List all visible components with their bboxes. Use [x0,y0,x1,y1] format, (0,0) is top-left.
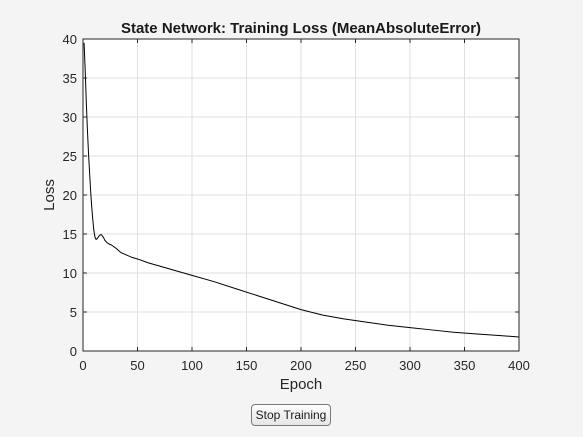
y-tick-label: 30 [63,110,77,125]
tick-labels: 0 50 100 150 200 250 300 350 400 0 5 10 15 20 25 30 35 40 [63,32,530,373]
x-tick-label: 200 [290,358,312,373]
x-tick-label: 150 [236,358,258,373]
loss-line [83,42,520,338]
x-tick-label: 300 [399,358,421,373]
y-tick-label: 15 [63,227,77,242]
y-tick-label: 10 [63,266,77,281]
y-axis-title: Loss [41,179,58,211]
x-tick-label: 350 [454,358,476,373]
chart-title: State Network: Training Loss (MeanAbsolu… [121,20,481,37]
x-tick-label: 400 [508,358,530,373]
y-tick-label: 40 [63,32,77,47]
y-tick-label: 25 [63,149,77,164]
series-layer [83,42,520,338]
y-tick-label: 5 [70,305,77,320]
y-tick-label: 0 [70,344,77,359]
y-tick-label: 20 [63,188,77,203]
x-axis-title: Epoch [280,376,323,393]
x-tick-label: 100 [181,358,203,373]
x-tick-label: 0 [79,358,86,373]
x-tick-label: 50 [130,358,144,373]
stop-training-button[interactable]: Stop Training [251,404,331,426]
x-tick-label: 250 [345,358,367,373]
y-tick-label: 35 [63,71,77,86]
